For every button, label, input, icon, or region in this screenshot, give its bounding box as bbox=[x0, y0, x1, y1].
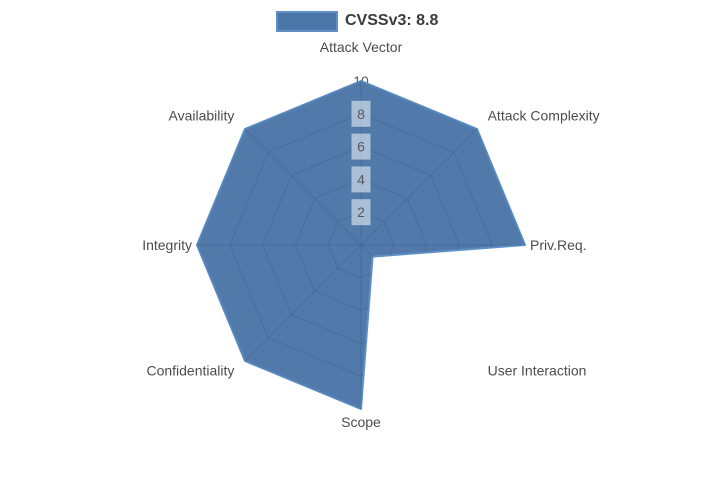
grid-ring-4 bbox=[294, 178, 428, 312]
radial-tick-backdrop bbox=[351, 133, 371, 160]
legend-label: CVSSv3: 8.8 bbox=[345, 12, 439, 29]
grid-ring-6 bbox=[262, 146, 460, 344]
axis-label-integrity: Integrity bbox=[142, 237, 192, 253]
axis-label-availability: Availability bbox=[169, 107, 235, 123]
axis-label-user-interaction: User Interaction bbox=[488, 363, 587, 379]
radial-tick-label-4: 4 bbox=[357, 171, 365, 187]
grid-spoke-attack-complexity bbox=[360, 128, 478, 246]
grid-ring-10 bbox=[197, 81, 525, 409]
radial-tick-label-8: 8 bbox=[357, 106, 365, 122]
axis-label-scope: Scope bbox=[341, 414, 381, 430]
grid-spoke-availability bbox=[244, 128, 362, 246]
grid-ring-2 bbox=[327, 211, 395, 279]
radial-tick-backdrop bbox=[351, 199, 371, 226]
radar-grid bbox=[197, 81, 525, 409]
radial-tick-backdrop bbox=[351, 100, 371, 127]
series-polygon-cvssv3-8-8[interactable] bbox=[196, 80, 526, 410]
radial-tick-label-6: 6 bbox=[357, 139, 365, 155]
axis-label-confidentiality: Confidentiality bbox=[146, 363, 234, 379]
axis-label-attack-vector: Attack Vector bbox=[320, 39, 403, 55]
axis-label-priv-req: Priv.Req. bbox=[530, 237, 587, 253]
grid-ring-8 bbox=[229, 113, 493, 377]
grid-spoke-confidentiality bbox=[244, 244, 362, 362]
radial-tick-backdrop bbox=[351, 166, 371, 193]
radial-tick-label-2: 2 bbox=[357, 204, 365, 220]
axis-label-attack-complexity: Attack Complexity bbox=[488, 107, 600, 123]
grid-spoke-user-interaction bbox=[360, 244, 478, 362]
legend-swatch bbox=[276, 10, 338, 32]
legend: CVSSv3: 8.8 bbox=[276, 10, 438, 32]
